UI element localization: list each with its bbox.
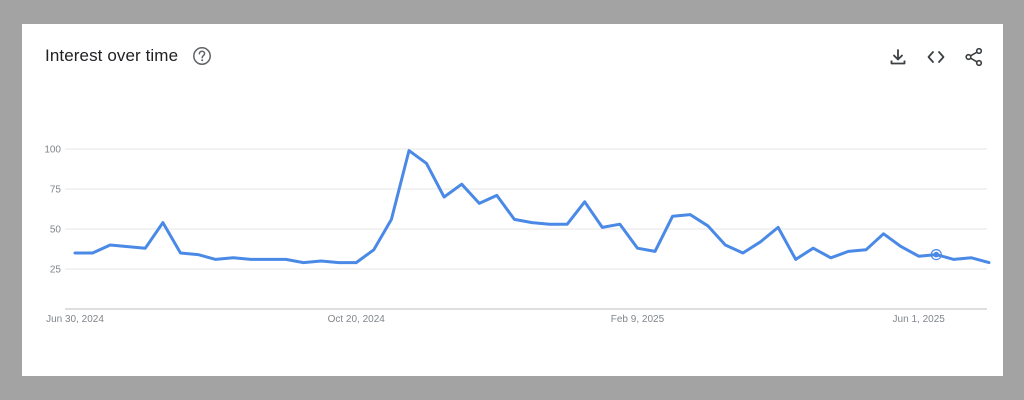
share-icon[interactable] xyxy=(963,46,985,68)
x-tick-label-1: Oct 20, 2024 xyxy=(328,314,386,325)
y-tick-label-100: 100 xyxy=(44,145,61,156)
card-header: Interest over time xyxy=(45,46,212,66)
highlight-marker-ring xyxy=(930,249,942,261)
x-tick-label-0: Jun 30, 2024 xyxy=(46,314,104,325)
card-title: Interest over time xyxy=(45,46,179,65)
x-tick-label-3: Jun 1, 2025 xyxy=(893,314,946,325)
interest-line-chart: 25 50 75 100 Jun 30, 2024 Oct 20, 2024 Feb 9, … xyxy=(44,145,991,325)
series-line xyxy=(73,149,991,265)
embed-code-icon[interactable] xyxy=(925,46,947,68)
y-tick-label-75: 75 xyxy=(50,185,62,196)
download-icon[interactable] xyxy=(887,46,909,68)
interest-over-time-card: Interest over time xyxy=(22,24,1003,376)
highlight-marker-dot xyxy=(933,251,940,258)
help-circle-icon[interactable] xyxy=(192,46,212,66)
y-tick-label-25: 25 xyxy=(50,265,62,276)
card-actions xyxy=(887,46,985,68)
y-tick-label-50: 50 xyxy=(50,225,62,236)
x-tick-label-2: Feb 9, 2025 xyxy=(611,314,665,325)
